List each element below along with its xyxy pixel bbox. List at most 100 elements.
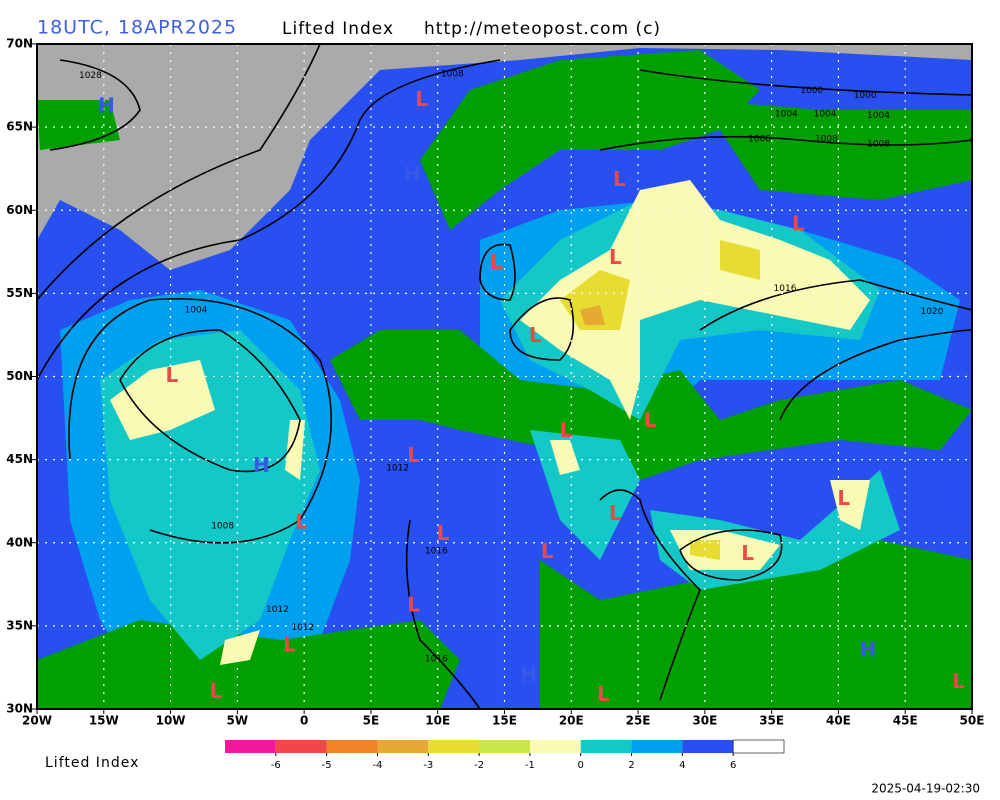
lon-tick-label: 15E	[492, 714, 517, 728]
colorbar-label: -1	[525, 760, 535, 771]
colorbar-swatch	[580, 740, 632, 753]
colorbar-label: 4	[679, 760, 685, 771]
lat-tick-label: 50N	[6, 369, 33, 383]
colorbar-swatch	[377, 740, 429, 753]
colorbar-title: Lifted Index	[45, 755, 139, 771]
pressure-center: L	[560, 418, 573, 442]
title-field: Lifted Index	[282, 19, 394, 39]
title-time: 18UTC, 18APR2025	[37, 17, 237, 39]
isobar-label: 1004	[867, 111, 890, 121]
pressure-center: L	[741, 541, 754, 565]
pressure-center: L	[952, 669, 965, 693]
isobar-label: 1004	[775, 109, 798, 119]
lon-tick-label: 5E	[363, 714, 380, 728]
pressure-center: L	[541, 539, 554, 563]
colorbar-label: 6	[730, 760, 736, 771]
colorbar-label: -2	[474, 760, 484, 771]
pressure-center: L	[166, 363, 179, 387]
pressure-center: L	[644, 408, 657, 432]
colorbar-swatch	[529, 740, 581, 753]
lon-tick-label: 40E	[826, 714, 851, 728]
pressure-center: H	[859, 637, 876, 661]
colorbar-label: -4	[372, 760, 382, 771]
title-source: http://meteopost.com (c)	[424, 19, 661, 39]
lon-tick-label: 20E	[559, 714, 584, 728]
isobar-label: 1008	[441, 69, 464, 79]
isobar-label: 1008	[211, 522, 234, 532]
isobar-label: 1008	[748, 134, 771, 144]
lat-tick-label: 30N	[6, 702, 33, 716]
pressure-center: L	[529, 323, 542, 347]
colorbar-swatch	[631, 740, 683, 753]
pressure-center: L	[609, 245, 622, 269]
pressure-center: H	[98, 94, 115, 118]
lon-tick-label: 15W	[89, 714, 119, 728]
pressure-center: L	[295, 509, 308, 533]
isobar-label: 1000	[800, 86, 823, 96]
lon-tick-label: 10E	[425, 714, 450, 728]
pressure-center: H	[404, 162, 421, 186]
isobar-label: 1004	[814, 109, 837, 119]
isobar-label: 1012	[386, 463, 409, 473]
lat-tick-label: 55N	[6, 286, 33, 300]
land	[37, 50, 972, 709]
isobar-label: 1016	[425, 547, 448, 557]
pressure-center: L	[609, 501, 622, 525]
isobar-label: 1020	[920, 307, 943, 317]
colorbar-label: 0	[578, 760, 584, 771]
lon-tick-label: 50E	[960, 714, 985, 728]
pressure-center: L	[415, 87, 428, 111]
pressure-center: L	[437, 521, 450, 545]
lat-tick-label: 35N	[6, 618, 33, 632]
colorbar-swatch	[479, 740, 530, 753]
lon-tick-label: 25E	[626, 714, 651, 728]
lat-tick-label: 40N	[6, 535, 33, 549]
field: 1028 1008 1000 1000 1004 1004 1004 1008 1008 1008…	[37, 44, 972, 709]
pressure-center: L	[613, 167, 626, 191]
lat-tick-label: 45N	[6, 452, 33, 466]
colorbar-swatch	[225, 740, 276, 753]
lon-tick-label: 0	[300, 714, 308, 728]
pressure-center: L	[490, 250, 503, 274]
colorbar-label: -5	[322, 760, 332, 771]
pressure-center: L	[407, 443, 420, 467]
colorbar-swatch	[275, 740, 327, 753]
lon-tick-label: 30E	[692, 714, 717, 728]
colorbar-label: -6	[271, 760, 281, 771]
lon-tick-label: 35E	[759, 714, 784, 728]
isobar-label: 1016	[774, 284, 797, 294]
lat-tick-label: 70N	[6, 37, 33, 51]
li-pale	[110, 180, 870, 665]
colorbar-swatch	[326, 740, 378, 753]
lat-tick-label: 65N	[6, 120, 33, 134]
lon-tick-label: 20W	[22, 714, 52, 728]
isobar-label: 1008	[867, 139, 890, 149]
pressure-center: H	[253, 453, 270, 477]
isobar-label: 1012	[291, 623, 314, 633]
isobar-label: 1028	[79, 71, 102, 81]
lon-tick-label: 10W	[156, 714, 186, 728]
isobar-label: 1016	[425, 655, 448, 665]
pressure-markers: 1028 1008 1000 1000 1004 1004 1004 1008 1008 1008…	[79, 69, 965, 706]
pressure-center: L	[597, 682, 610, 706]
lat-tick-label: 60N	[6, 203, 33, 217]
pressure-center: L	[837, 486, 850, 510]
colorbar-swatch	[682, 740, 734, 753]
pressure-center: L	[407, 592, 420, 616]
pressure-center: L	[283, 632, 296, 656]
pressure-center: L	[792, 212, 805, 236]
isobar-label: 1004	[184, 306, 207, 316]
axes: 20W 15W 10W 5W 0 5E 10E 15E 20E 25E 30E 35E 40E 45E 50…	[6, 37, 984, 728]
colorbar-swatch	[428, 740, 480, 753]
colorbar-label: 2	[628, 760, 634, 771]
isobar-label: 1008	[815, 134, 838, 144]
li-orange	[580, 305, 605, 325]
colorbar: -6 -5 -4 -3 -2 -1 0 2 4 6	[225, 739, 785, 771]
isobar-label: 1000	[854, 91, 877, 101]
lon-tick-label: 5W	[227, 714, 249, 728]
isobar-label: 1012	[266, 605, 289, 615]
li-yellow	[560, 240, 760, 560]
colorbar-swatch	[732, 739, 785, 754]
